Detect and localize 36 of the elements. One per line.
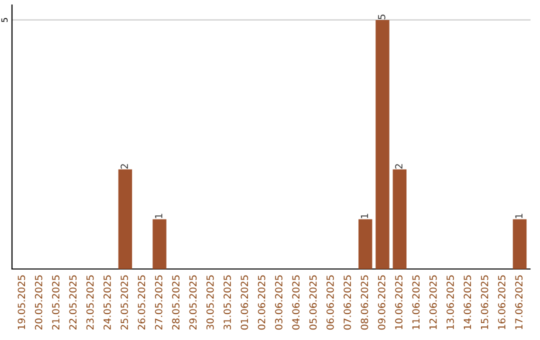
data-label: 2 <box>395 164 402 169</box>
x-tick-label: 24.05.2025 <box>104 275 111 330</box>
x-tick-label: 13.06.2025 <box>446 275 454 330</box>
x-tick-label: 09.06.2025 <box>378 275 386 330</box>
x-tick-label: 29.05.2025 <box>189 275 197 330</box>
x-tick-label: 31.05.2025 <box>224 275 231 330</box>
x-tick-label: 19.05.2025 <box>18 275 26 330</box>
x-tick-label: 25.05.2025 <box>120 275 128 330</box>
x-tick-label: 05.06.2025 <box>309 275 317 330</box>
data-label: 5 <box>378 14 386 20</box>
x-tick-label: 12.06.2025 <box>429 275 437 330</box>
x-tick-label: 07.06.2025 <box>344 275 352 330</box>
x-tick-label: 30.05.2025 <box>206 275 214 330</box>
x-tick-label: 26.05.2025 <box>138 275 146 330</box>
x-tick-label: 04.06.2025 <box>292 275 300 330</box>
x-tick-label: 17.06.2025 <box>515 275 523 330</box>
x-tick-label: 16.06.2025 <box>498 275 506 330</box>
x-tick-label: 20.05.2025 <box>34 275 42 330</box>
x-tick-label: 08.06.2025 <box>360 275 368 330</box>
x-tick-label: 14.06.2025 <box>464 275 472 330</box>
x-tick-label: 03.06.2025 <box>275 275 282 330</box>
x-tick-label: 27.05.2025 <box>154 275 162 330</box>
x-tick-label: 15.06.2025 <box>480 275 488 330</box>
x-tick-label: 21.05.2025 <box>52 275 60 330</box>
x-tick-label: 11.06.2025 <box>412 275 420 330</box>
x-tick-label: 02.06.2025 <box>258 275 266 330</box>
x-tick-label: 06.06.2025 <box>326 275 334 330</box>
x-tick-label: 28.05.2025 <box>172 275 180 330</box>
data-label: 1 <box>360 214 368 218</box>
x-tick-label: 22.05.2025 <box>69 275 77 330</box>
x-tick-label: 10.06.2025 <box>395 275 402 330</box>
x-tick-label: 01.06.2025 <box>240 275 248 330</box>
data-label: 1 <box>155 214 162 218</box>
data-label: 2 <box>120 164 128 169</box>
data-label: 1 <box>515 214 522 218</box>
x-tick-label: 23.05.2025 <box>86 275 94 330</box>
